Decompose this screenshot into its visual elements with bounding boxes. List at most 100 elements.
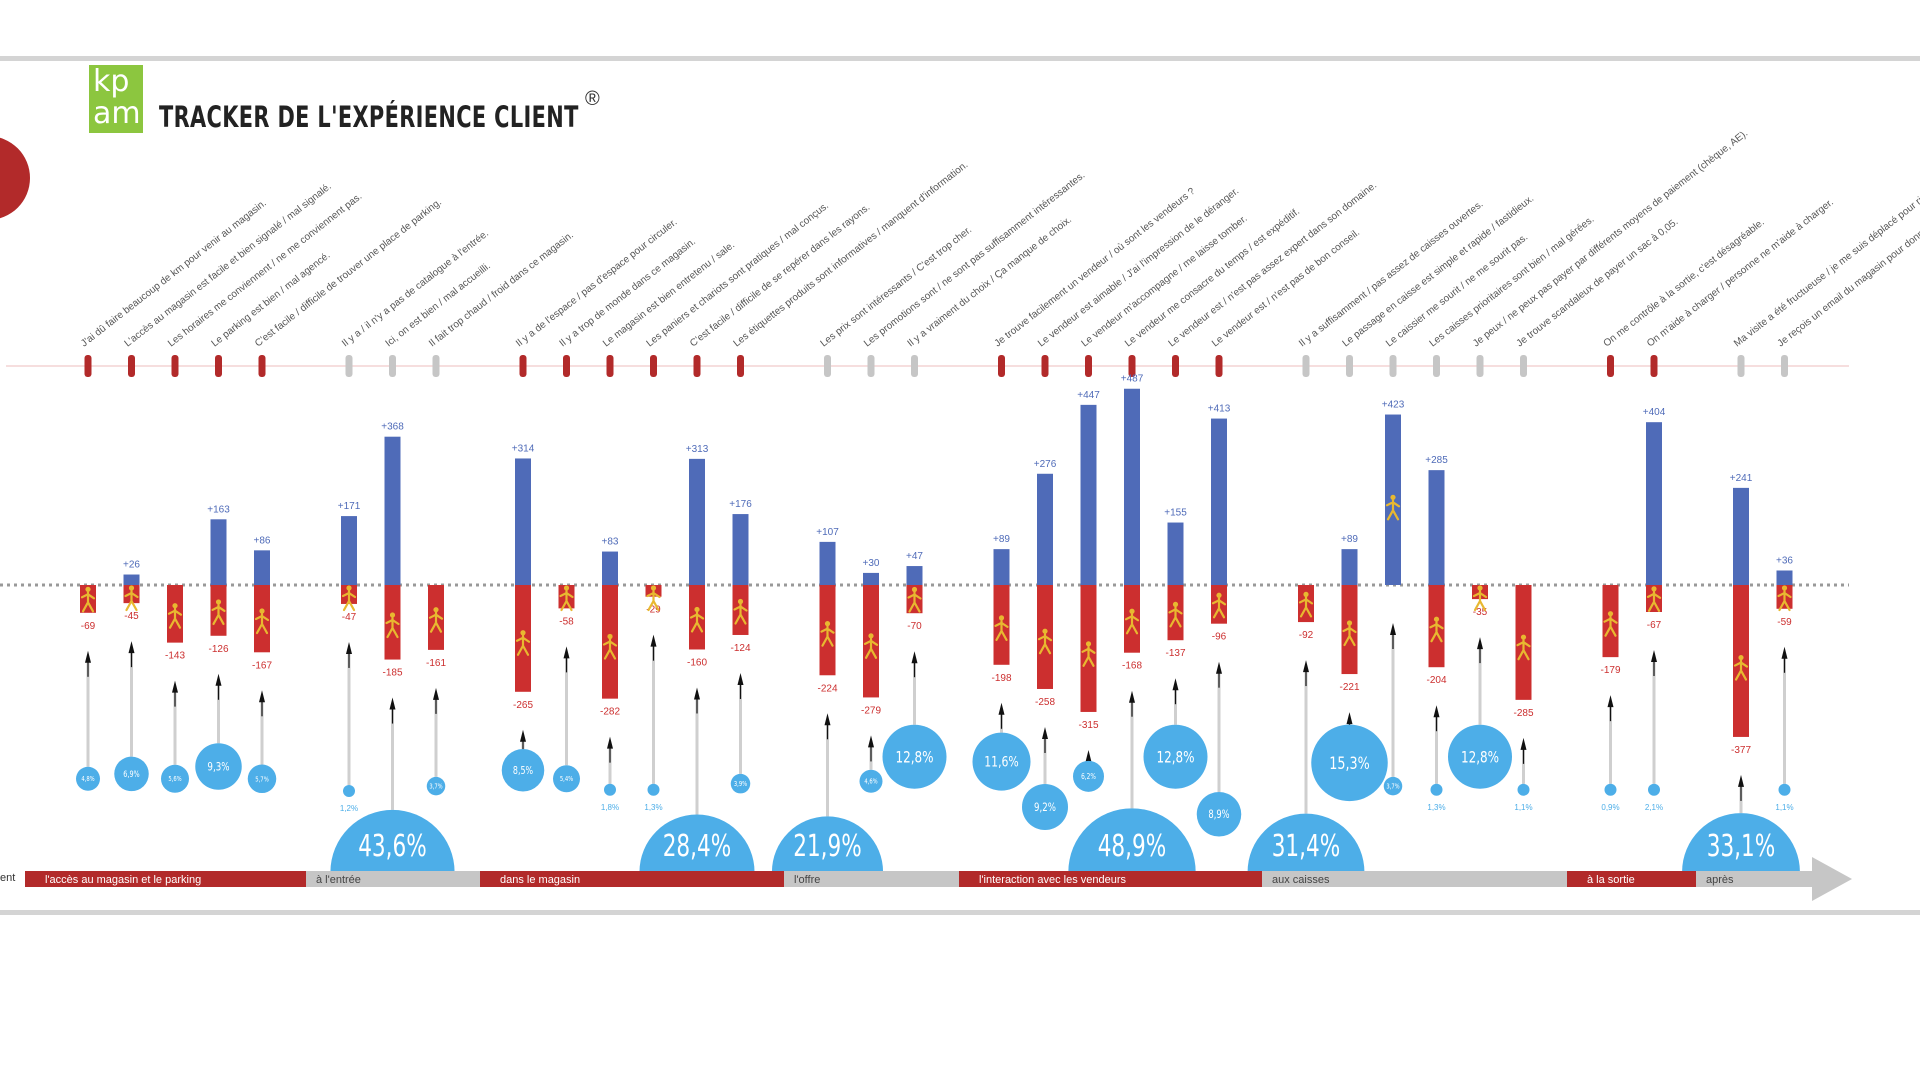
- figure-head: [1390, 494, 1396, 500]
- figure-body: [80, 591, 96, 613]
- positive-value-label: +176: [729, 499, 752, 510]
- share-bubble: [1448, 724, 1512, 789]
- share-bubble-label: 12,8%: [895, 749, 933, 767]
- figure-body: [1733, 659, 1749, 681]
- walking-figure-icon: [1211, 592, 1227, 619]
- share-bubble-label: 8,9%: [1208, 809, 1229, 821]
- walking-figure-icon: [428, 607, 444, 633]
- negative-value-label: -29: [646, 605, 661, 616]
- arrow-head-icon: [1129, 690, 1135, 703]
- question-marker: [824, 355, 831, 377]
- positive-bar: [1080, 404, 1097, 585]
- question-label: Les caisses prioritaires sont bien / mal…: [1428, 214, 1597, 349]
- arrow-head-icon: [1303, 660, 1309, 673]
- share-bubble: [1022, 783, 1068, 830]
- positive-bar: [1733, 487, 1749, 585]
- arrow-head-icon: [215, 673, 222, 686]
- phase-label: à l'entrée: [316, 874, 361, 886]
- question-marker: [606, 355, 614, 377]
- positive-value-label: +285: [1425, 455, 1448, 466]
- figure-head: [1738, 654, 1744, 661]
- positive-value-label: +423: [1382, 400, 1405, 411]
- negative-value-label: -70: [907, 621, 922, 632]
- phase-bar: [25, 871, 306, 887]
- share-bubble-label: 4,6%: [864, 778, 877, 786]
- arrow-head-icon: [1085, 749, 1092, 762]
- negative-value-label: -315: [1078, 720, 1098, 731]
- positive-value-label: +26: [123, 560, 140, 571]
- negative-value-label: -137: [1165, 648, 1185, 659]
- question-marker: [215, 355, 222, 377]
- question-marker: [1346, 355, 1353, 377]
- walking-figure-icon: [1646, 586, 1662, 612]
- question-marker: [519, 355, 527, 377]
- figure-body: [1603, 615, 1618, 637]
- share-bubble: [647, 783, 660, 796]
- question-marker: [1650, 355, 1658, 377]
- question-label: Les promotions sont / ne sont pas suffis…: [862, 170, 1087, 349]
- arrow-head-icon: [128, 641, 135, 654]
- question-marker: [737, 355, 744, 377]
- share-bubble-label: 3,7%: [429, 783, 442, 791]
- phase-bar: [306, 871, 480, 887]
- negative-value-label: -285: [1513, 708, 1533, 719]
- figure-head: [172, 603, 178, 609]
- walking-figure-icon: [80, 586, 96, 613]
- arrow-head-icon: [1433, 705, 1440, 718]
- walking-figure-icon: [1037, 628, 1053, 655]
- figure-body: [254, 612, 270, 635]
- share-bubble: [1311, 724, 1388, 802]
- question-marker: [258, 355, 266, 377]
- positive-value-label: +313: [686, 444, 709, 455]
- figure-body: [211, 603, 226, 626]
- walking-figure-icon: [341, 585, 357, 612]
- logo-text-top: kp: [93, 64, 130, 99]
- arrow-head-icon: [824, 713, 831, 726]
- figure-body: [820, 625, 835, 647]
- share-bubble-label: 15,3%: [1329, 753, 1369, 773]
- share-bubble-label: 8,5%: [513, 765, 533, 777]
- arrow-head-icon: [172, 680, 178, 693]
- share-bubble: [553, 765, 580, 793]
- phase-label: dans le magasin: [500, 874, 580, 886]
- figure-body: [1081, 645, 1096, 667]
- item-column: Le parking est bien / mal agencé.+163-12…: [195, 250, 332, 790]
- positive-value-label: +47: [906, 551, 923, 562]
- figure-head: [563, 585, 570, 591]
- negative-value-label: -69: [81, 621, 96, 632]
- positive-value-label: +447: [1077, 390, 1100, 401]
- share-bubble-label: 1,2%: [340, 804, 358, 813]
- walking-figure-icon: [1733, 654, 1749, 681]
- red-circle-mark: [0, 137, 30, 219]
- arrow-head-icon: [433, 687, 439, 700]
- figure-body: [1211, 597, 1227, 619]
- figure-head: [389, 612, 396, 618]
- share-bubble: [604, 783, 616, 796]
- share-bubble: [195, 743, 242, 790]
- question-label: Les horaires me conviennent / ne me conv…: [166, 191, 364, 349]
- phase-bar: [1696, 871, 1812, 887]
- positive-bar: [863, 572, 879, 585]
- walking-figure-icon: [1124, 608, 1140, 635]
- negative-value-label: -221: [1339, 682, 1359, 693]
- share-bubble-label: 11,6%: [984, 754, 1018, 771]
- walking-figure-icon: [559, 585, 574, 612]
- figure-body: [1385, 499, 1401, 521]
- phase-bar: [959, 871, 1262, 887]
- negative-value-label: -185: [382, 668, 402, 679]
- phase-segment: aux caisses: [1262, 871, 1567, 887]
- negative-value-label: -279: [861, 705, 881, 716]
- share-bubble: [1517, 783, 1530, 796]
- figure-head: [1781, 585, 1788, 591]
- negative-value-label: -47: [342, 612, 357, 623]
- question-marker: [1215, 355, 1223, 377]
- question-marker: [432, 355, 440, 377]
- negative-value-label: -224: [817, 683, 837, 694]
- negative-value-label: -67: [1647, 620, 1662, 631]
- figure-head: [128, 585, 135, 591]
- figure-body: [428, 611, 444, 633]
- positive-bar: [906, 566, 923, 585]
- positive-value-label: +404: [1643, 407, 1666, 418]
- question-marker: [693, 355, 701, 377]
- figure-head: [1172, 601, 1179, 607]
